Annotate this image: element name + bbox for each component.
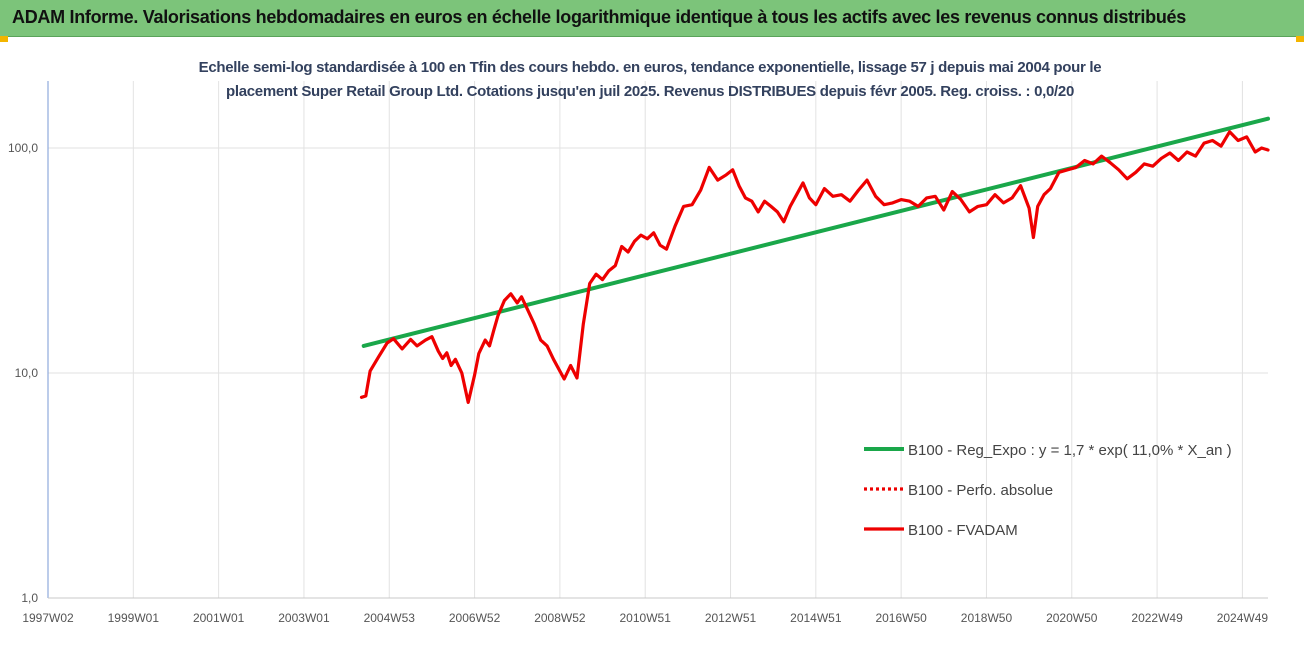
corner-mark-left bbox=[0, 36, 8, 42]
chart-area: Echelle semi-log standardisée à 100 en T… bbox=[0, 37, 1304, 652]
x-tick-label: 2012W51 bbox=[705, 611, 757, 625]
x-tick-label: 2006W52 bbox=[449, 611, 501, 625]
report-header: ADAM Informe. Valorisations hebdomadaire… bbox=[0, 0, 1304, 37]
x-tick-label: 2008W52 bbox=[534, 611, 586, 625]
x-tick-label: 2014W51 bbox=[790, 611, 842, 625]
x-tick-label: 2010W51 bbox=[620, 611, 672, 625]
legend-item-regression-label: B100 - Reg_Expo : y = 1,7 * exp( 11,0% *… bbox=[908, 442, 1232, 459]
x-tick-label: 1997W02 bbox=[22, 611, 74, 625]
regression-trend-line bbox=[361, 116, 1270, 348]
x-tick-label: 2022W49 bbox=[1131, 611, 1183, 625]
y-tick-label: 10,0 bbox=[15, 366, 39, 380]
y-tick-label: 100,0 bbox=[8, 141, 38, 155]
tick-labels: 1997W02 1999W01 2001W01 2003W01 2004W53 2006W… bbox=[8, 141, 1268, 625]
plot-series bbox=[359, 116, 1270, 404]
axes bbox=[47, 81, 1268, 599]
x-tick-label: 2001W01 bbox=[193, 611, 245, 625]
x-tick-label: 2018W50 bbox=[961, 611, 1013, 625]
fvadam-series-line bbox=[359, 130, 1270, 404]
corner-mark-right bbox=[1296, 36, 1304, 42]
x-tick-label: 1999W01 bbox=[108, 611, 160, 625]
legend: B100 - Reg_Expo : y = 1,7 * exp( 11,0% *… bbox=[864, 442, 1232, 539]
legend-item-perfo-absolue-label: B100 - Perfo. absolue bbox=[908, 482, 1053, 499]
y-tick-label: 1,0 bbox=[21, 591, 38, 605]
chart-title-line-2: placement Super Retail Group Ltd. Cotati… bbox=[225, 83, 1075, 100]
x-tick-label: 2020W50 bbox=[1046, 611, 1098, 625]
grid-lines bbox=[48, 81, 1268, 599]
chart-title-line-1: Echelle semi-log standardisée à 100 en T… bbox=[198, 59, 1102, 76]
x-tick-label: 2003W01 bbox=[278, 611, 330, 625]
legend-item-fvadam-label: B100 - FVADAM bbox=[908, 522, 1018, 539]
line-chart: 1997W02 1999W01 2001W01 2003W01 2004W53 2006W… bbox=[8, 81, 1270, 625]
x-tick-label: 2004W53 bbox=[364, 611, 416, 625]
report-title: ADAM Informe. Valorisations hebdomadaire… bbox=[12, 7, 1186, 27]
x-tick-label: 2016W50 bbox=[875, 611, 927, 625]
x-tick-label: 2024W49 bbox=[1217, 611, 1269, 625]
